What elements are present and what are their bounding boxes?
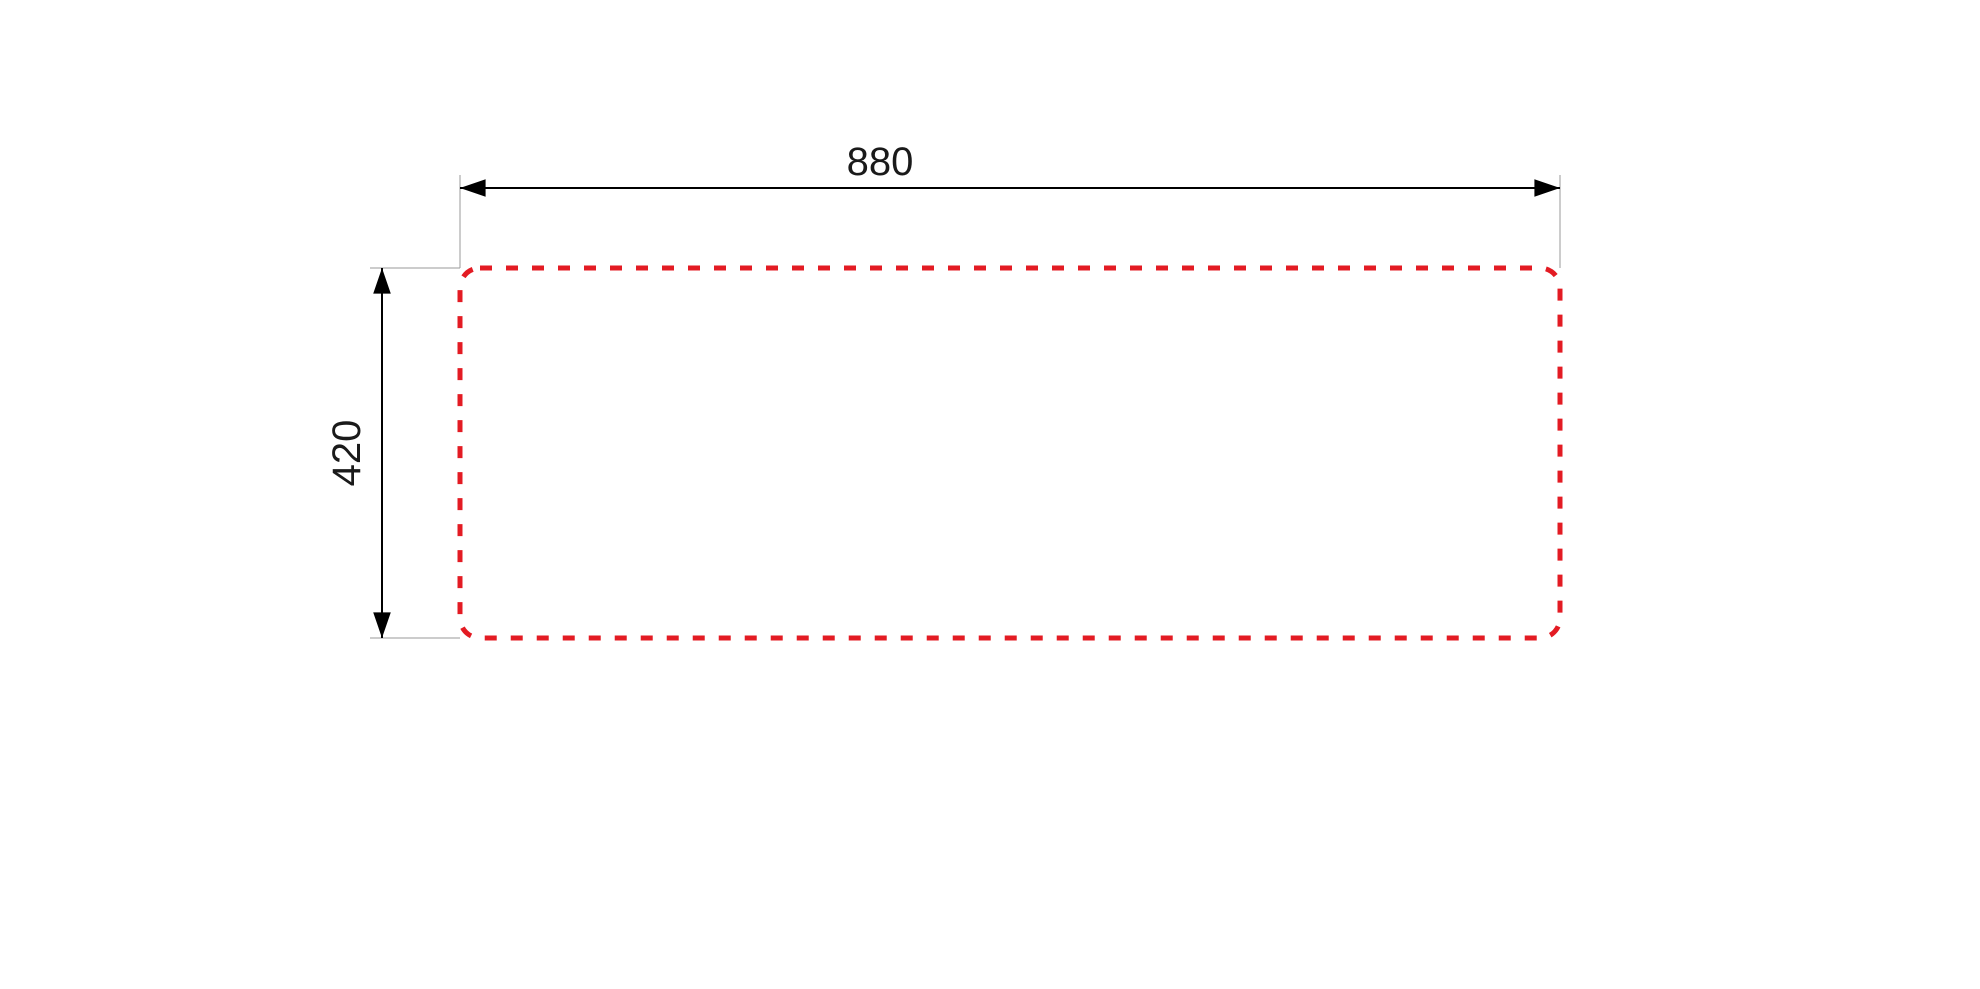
technical-drawing: 880 420 <box>0 0 1980 989</box>
width-arrow-right <box>1534 179 1560 197</box>
width-arrow-left <box>460 179 486 197</box>
height-arrow-bottom <box>373 612 391 638</box>
dashed-rectangle <box>460 268 1560 638</box>
height-dimension-label: 420 <box>325 420 369 487</box>
height-arrow-top <box>373 268 391 294</box>
width-dimension-label: 880 <box>847 140 914 184</box>
